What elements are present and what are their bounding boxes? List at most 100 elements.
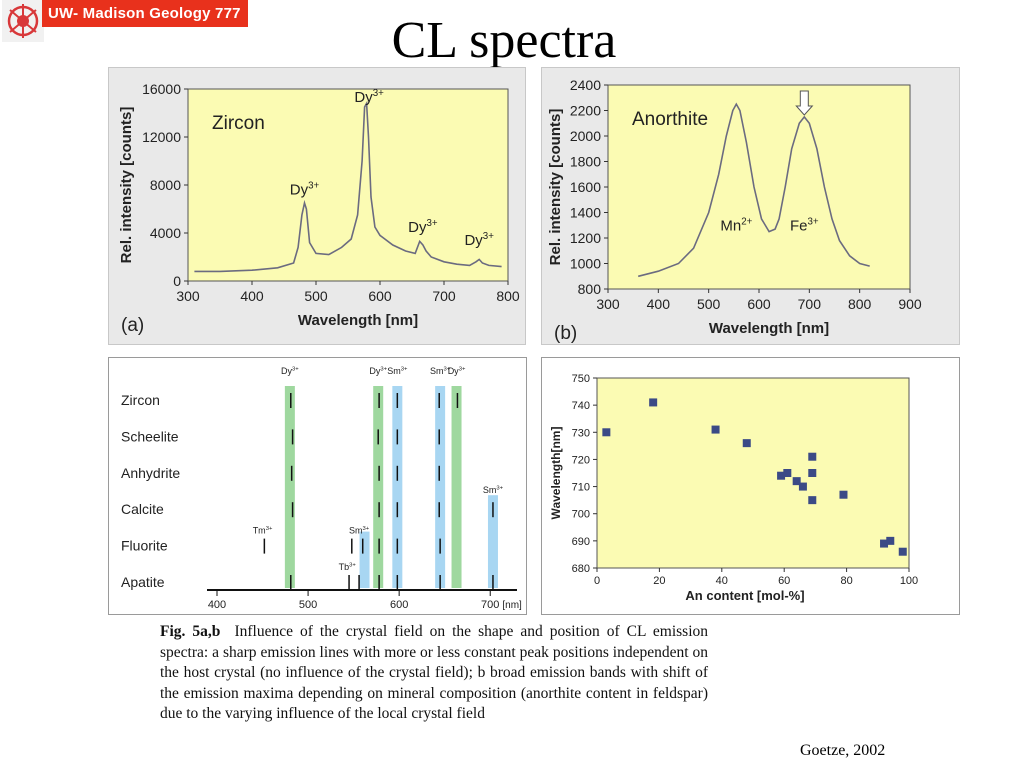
scatter-point bbox=[602, 428, 611, 437]
zircon-ytick-label: 0 bbox=[173, 273, 181, 289]
scatter-point bbox=[798, 482, 807, 491]
axis-tick-label: 400 bbox=[208, 599, 226, 611]
panel-emission-lines: Dy3+ Dy3+ Sm3+ Sm3+ Dy3+ Zircon Scheelite Anhyd… bbox=[108, 357, 527, 615]
anorthite-mineral-title: Anorthite bbox=[632, 109, 708, 130]
caption-body: Influence of the crystal field on the sh… bbox=[160, 623, 709, 722]
scatter-point bbox=[808, 452, 817, 461]
anorthite-ytick-label: 2400 bbox=[570, 77, 601, 93]
scatter-xtick-label: 100 bbox=[900, 575, 918, 587]
scatter-ytick-label: 700 bbox=[572, 509, 590, 521]
anorthite-ytick-label: 2000 bbox=[570, 128, 601, 144]
scatter-xtick-label: 60 bbox=[778, 575, 790, 587]
emission-band bbox=[451, 386, 462, 588]
anorthite-ytick-label: 1400 bbox=[570, 205, 601, 221]
slide-title: CL spectra bbox=[391, 12, 617, 69]
anorthite-ytick-label: 1600 bbox=[570, 179, 601, 195]
anorthite-xtick-label: 800 bbox=[848, 296, 872, 312]
emission-band bbox=[359, 531, 370, 588]
zircon-peak-label: Dy3+ bbox=[290, 181, 320, 199]
scatter-xtick-label: 80 bbox=[840, 575, 852, 587]
zircon-xtick-label: 500 bbox=[304, 288, 328, 304]
emission-band bbox=[487, 495, 498, 588]
scatter-ytick-label: 750 bbox=[572, 373, 590, 385]
anorthite-ytick-label: 800 bbox=[578, 281, 602, 297]
wavelength-vs-an-chart: 680 690 700 710 720 730 740 750 0 20 40 60 80 100 An c… bbox=[549, 373, 918, 603]
scatter-point bbox=[649, 398, 658, 407]
panel-a-zircon: 0 4000 8000 12000 16000 300 400 500 600 700 800 Zir… bbox=[108, 67, 526, 345]
emission-band bbox=[435, 386, 446, 588]
line-label: Sm3+ bbox=[349, 526, 370, 536]
zircon-peak-label: Dy3+ bbox=[408, 218, 438, 236]
panel-scatter: 680 690 700 710 720 730 740 750 0 20 40 60 80 100 An c… bbox=[541, 357, 960, 615]
anorthite-ytick-label: 1200 bbox=[570, 230, 601, 246]
zircon-spectrum-line bbox=[194, 100, 502, 273]
zircon-y-axis-label: Rel. intensity [counts] bbox=[118, 107, 135, 264]
scatter-point bbox=[808, 496, 817, 505]
mineral-label: Apatite bbox=[121, 574, 165, 590]
scatter-point bbox=[898, 547, 907, 556]
zircon-peak-label: Dy3+ bbox=[464, 231, 494, 249]
zircon-xtick-label: 300 bbox=[176, 288, 200, 304]
scatter-ytick-label: 690 bbox=[572, 536, 590, 548]
zircon-ytick-label: 12000 bbox=[142, 129, 181, 145]
scatter-xtick-label: 40 bbox=[716, 575, 728, 587]
axis-tick-label: 700 bbox=[481, 599, 499, 611]
zircon-ytick-label: 16000 bbox=[142, 81, 181, 97]
anorthite-peak-label: Fe3+ bbox=[790, 216, 819, 234]
anorthite-xtick-label: 500 bbox=[697, 296, 721, 312]
anorthite-spectrum-line bbox=[638, 102, 870, 278]
zircon-x-axis-label: Wavelength [nm] bbox=[298, 312, 418, 329]
zircon-plot-area bbox=[187, 88, 509, 282]
anorthite-ytick-label: 1800 bbox=[570, 154, 601, 170]
caption-label: Fig. 5a,b bbox=[160, 623, 221, 640]
logo-badge bbox=[2, 0, 44, 42]
scatter-point bbox=[886, 536, 895, 545]
emission-band bbox=[284, 386, 295, 588]
figure-caption: Fig. 5a,b Influence of the crystal field… bbox=[160, 622, 708, 725]
source-credit: Goetze, 2002 bbox=[800, 742, 886, 759]
scatter-y-axis-label: Wavelength[nm] bbox=[549, 427, 563, 520]
mineral-label: Scheelite bbox=[121, 428, 179, 444]
zircon-xtick-label: 700 bbox=[432, 288, 456, 304]
anorthite-xtick-label: 600 bbox=[747, 296, 771, 312]
anorthite-xtick-label: 400 bbox=[647, 296, 671, 312]
band-label: Dy3+ bbox=[281, 366, 299, 376]
scatter-ytick-label: 680 bbox=[572, 563, 590, 575]
anorthite-plot-area bbox=[607, 84, 911, 290]
anorthite-ytick-label: 1000 bbox=[570, 256, 601, 272]
anorthite-y-axis-label: Rel. intensity [counts] bbox=[547, 109, 564, 266]
zircon-spectrum-chart: 0 4000 8000 12000 16000 300 400 500 600 700 800 Zir… bbox=[118, 81, 520, 336]
scatter-ytick-label: 710 bbox=[572, 482, 590, 494]
mineral-label: Zircon bbox=[121, 392, 160, 408]
emission-band bbox=[392, 386, 403, 588]
band-label: Dy3+ bbox=[369, 366, 387, 376]
anorthite-xtick-label: 700 bbox=[798, 296, 822, 312]
line-label: Sm3+ bbox=[483, 485, 504, 495]
peak-arrow-icon bbox=[795, 90, 814, 116]
axis-unit-label: [nm] bbox=[502, 600, 522, 611]
band-label: Sm3+ bbox=[387, 366, 408, 376]
line-label: Tb3+ bbox=[339, 562, 357, 572]
anorthite-xtick-label: 300 bbox=[596, 296, 620, 312]
zircon-peak-label: Dy3+ bbox=[354, 88, 384, 106]
scatter-xtick-label: 20 bbox=[653, 575, 665, 587]
zircon-panel-label: (a) bbox=[121, 315, 144, 336]
scatter-point bbox=[839, 490, 848, 499]
scatter-point bbox=[792, 477, 801, 486]
scatter-point bbox=[711, 425, 720, 434]
anorthite-peak-label: Mn2+ bbox=[720, 216, 752, 234]
emission-band bbox=[373, 386, 384, 588]
line-label: Tm3+ bbox=[253, 526, 273, 536]
zircon-mineral-title: Zircon bbox=[212, 113, 265, 134]
zircon-xtick-label: 800 bbox=[496, 288, 520, 304]
anorthite-panel-label: (b) bbox=[554, 323, 577, 344]
scatter-x-axis-label: An content [mol-%] bbox=[685, 588, 804, 603]
anorthite-ytick-label: 2200 bbox=[570, 103, 601, 119]
zircon-xtick-label: 400 bbox=[240, 288, 264, 304]
scatter-point bbox=[880, 539, 889, 548]
axis-tick-label: 500 bbox=[299, 599, 317, 611]
panel-b-anorthite: 800 1000 1200 1400 1600 1800 2000 2200 2400 300 40… bbox=[541, 67, 960, 345]
mineral-label: Anhydrite bbox=[121, 465, 180, 481]
scatter-xtick-label: 0 bbox=[594, 575, 600, 587]
scatter-ytick-label: 720 bbox=[572, 454, 590, 466]
